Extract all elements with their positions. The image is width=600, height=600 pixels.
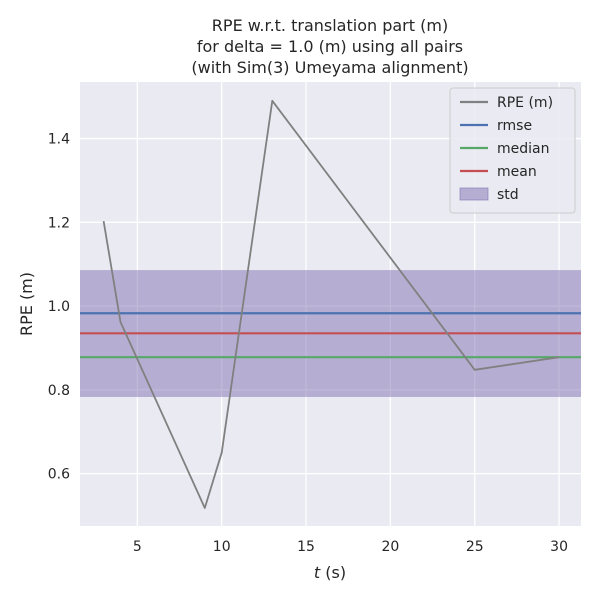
y-tick-label: 1.0 [48,299,70,315]
legend-label: RPE (m) [497,95,553,111]
rpe-series-line [102,99,560,509]
y-tick-label: 1.2 [48,215,70,231]
chart-title: RPE w.r.t. translation part (m) for delt… [191,16,468,77]
y-axis-ticks: 0.6 0.8 1.0 1.2 1.4 [48,132,70,483]
chart-title-line-2: for delta = 1.0 (m) using all pairs [197,37,463,56]
y-tick-label: 1.4 [48,132,70,148]
chart-title-line-1: RPE w.r.t. translation part (m) [212,16,448,35]
legend-label: median [497,141,549,157]
legend-label: std [497,187,519,203]
x-axis-label-var: t [314,563,321,582]
x-tick-label: 10 [213,539,231,555]
x-tick-label: 15 [297,539,315,555]
legend-label: mean [497,164,537,180]
x-tick-label: 20 [381,539,399,555]
y-axis-label: RPE (m) [17,272,36,336]
x-tick-label: 30 [550,539,568,555]
y-tick-label: 0.6 [48,467,70,483]
legend-swatch [459,187,489,201]
legend: RPE (m) rmse median mean std [449,87,576,214]
legend-label: rmse [497,118,532,134]
y-tick-label: 0.8 [48,383,70,399]
x-tick-label: 5 [133,539,142,555]
chart-title-line-3: (with Sim(3) Umeyama alignment) [191,58,468,77]
legend-box [449,87,576,214]
x-axis-ticks: 5 10 15 20 25 30 [133,539,568,555]
series-layer [102,99,560,509]
x-tick-label: 25 [466,539,484,555]
x-axis-label: t (s) [314,563,346,582]
stat-lines [80,312,581,359]
x-axis-label-unit: (s) [320,563,346,582]
